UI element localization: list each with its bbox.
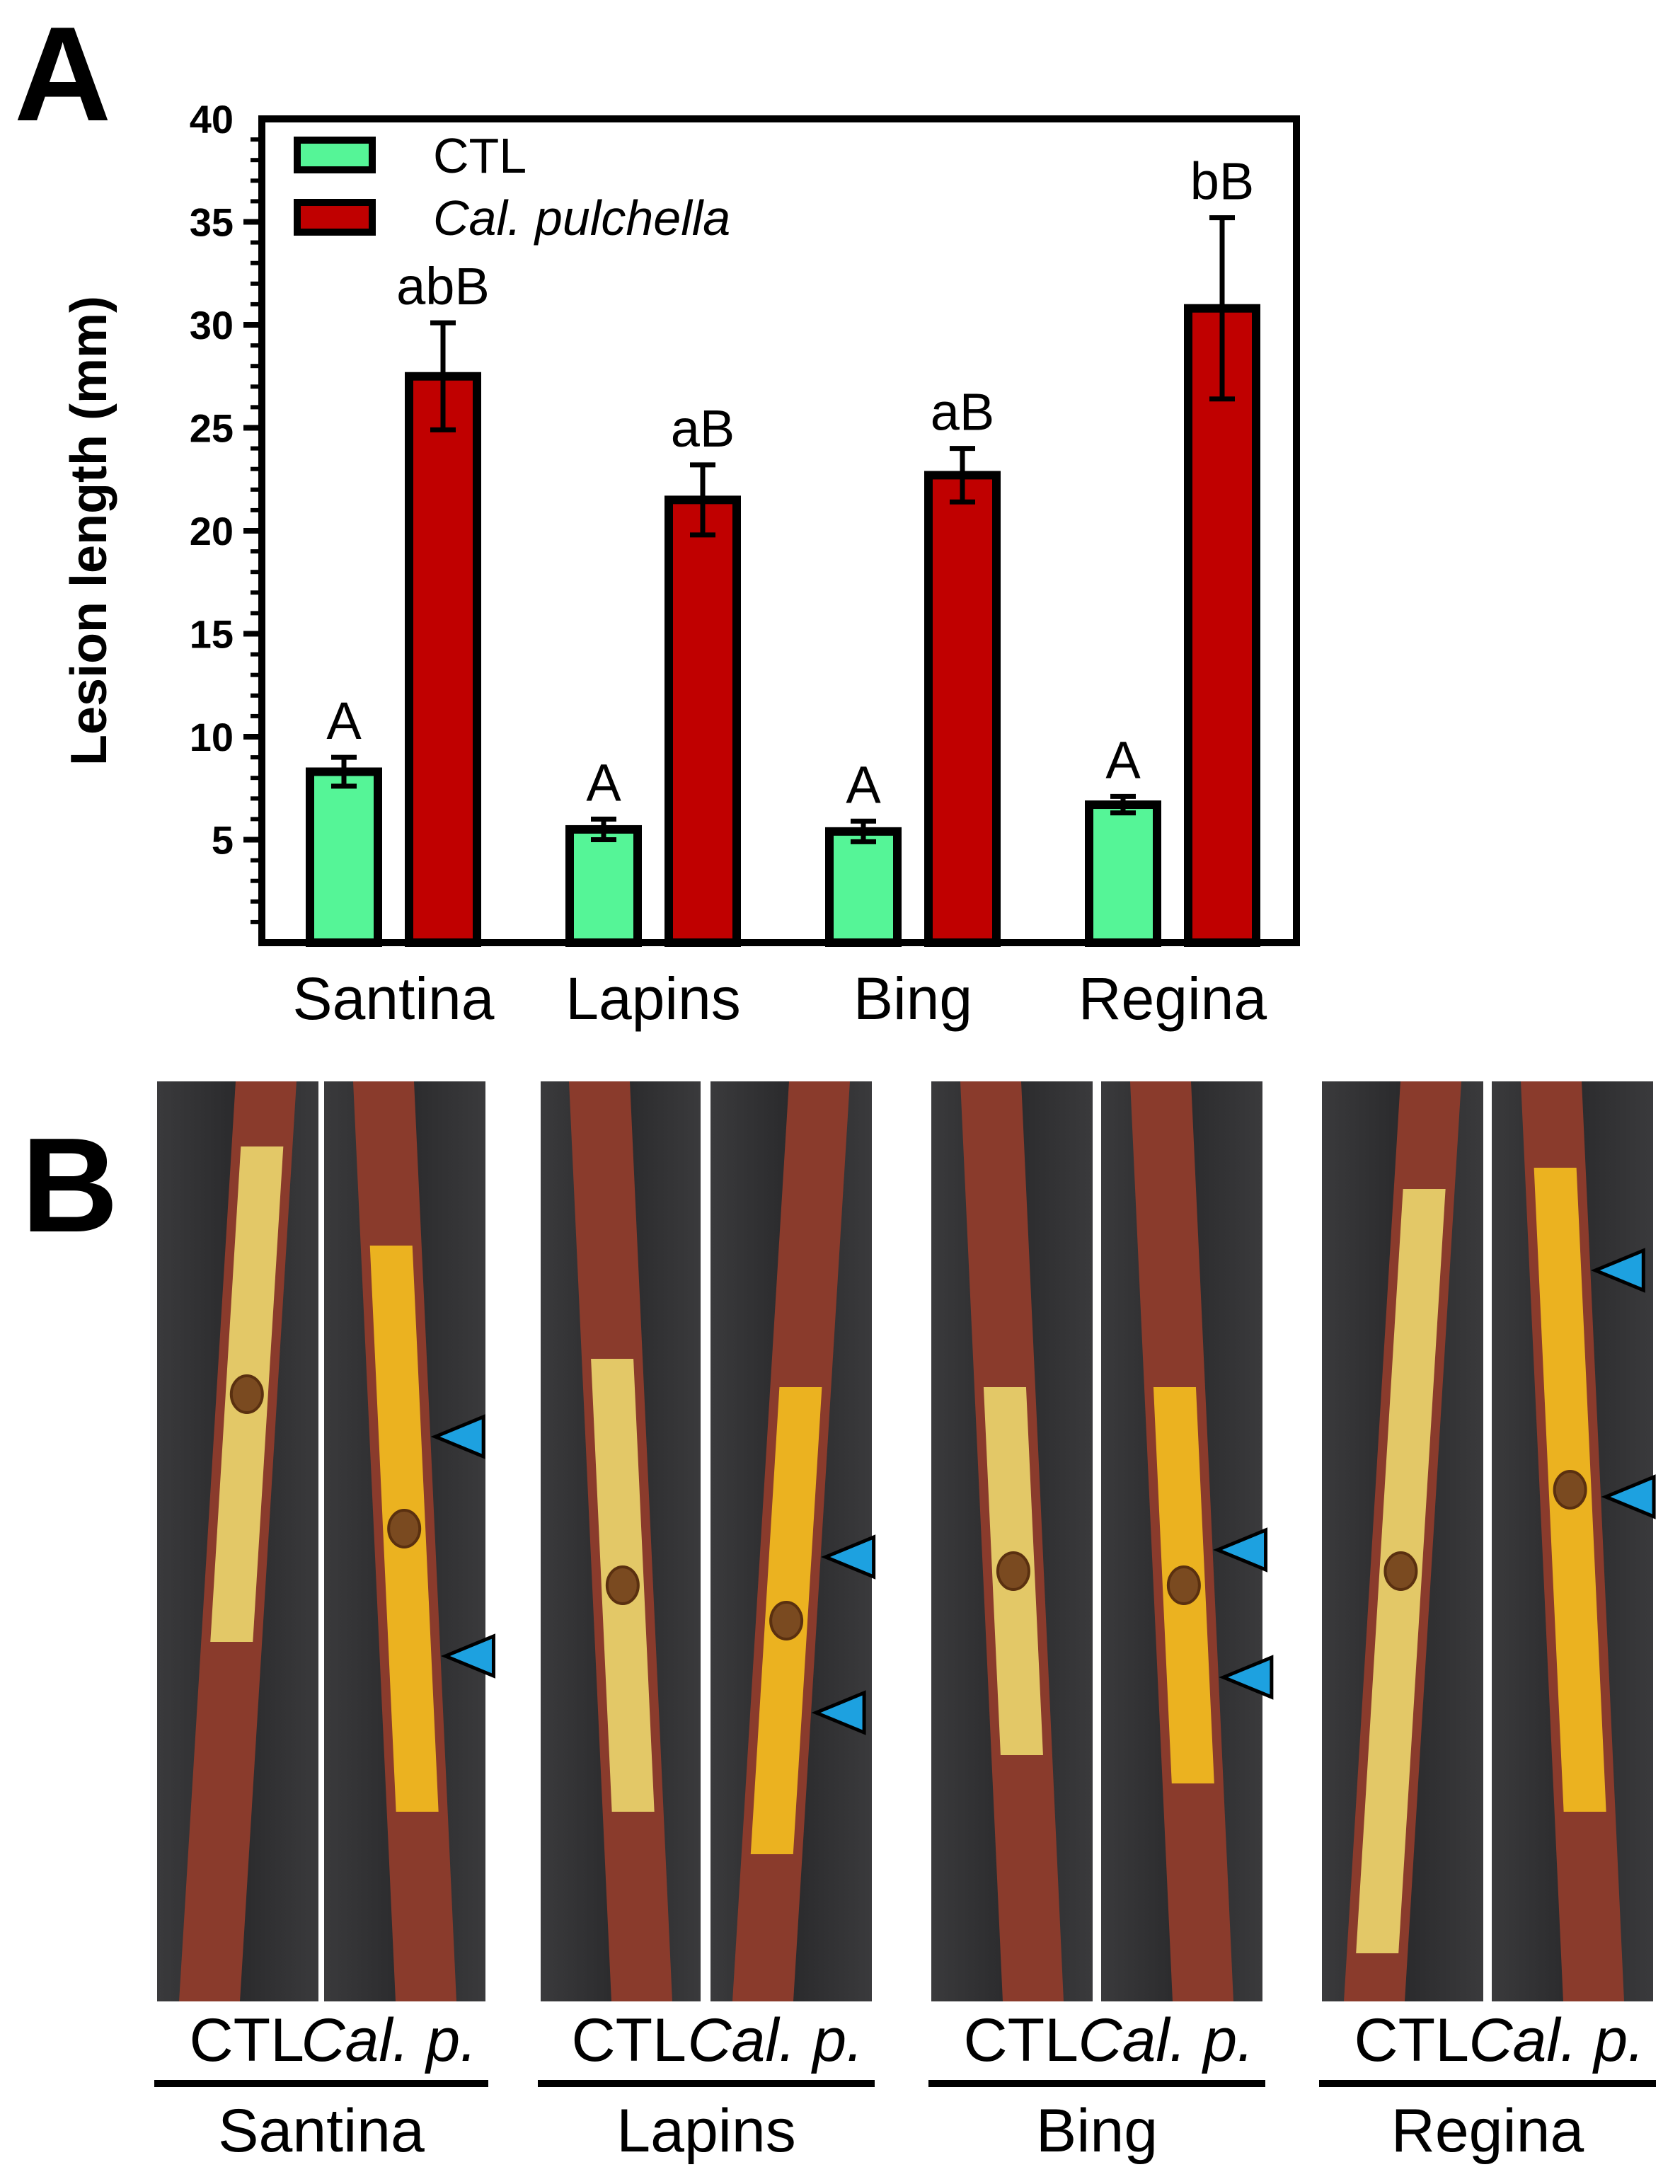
photo-label-ctl: CTL xyxy=(964,2006,1078,2074)
y-tick-label: 5 xyxy=(212,818,234,863)
blue-triangle-arrow-icon xyxy=(1601,1474,1656,1519)
cultivar-label: Bing xyxy=(1036,2097,1158,2165)
error-bar xyxy=(430,320,456,432)
y-axis-title: Lesion length (mm) xyxy=(61,296,117,766)
significance-label: aB xyxy=(671,399,735,458)
significance-label: A xyxy=(586,753,621,812)
significance-label: A xyxy=(1105,730,1141,789)
bar-cal-pulchella-regina xyxy=(1184,304,1260,948)
bud-icon xyxy=(769,1601,804,1640)
x-category-label: Regina xyxy=(1078,965,1267,1032)
y-tick-label: 25 xyxy=(190,406,234,451)
bar-ctl-regina xyxy=(1085,800,1161,948)
panel-b-letter: B xyxy=(21,1110,118,1260)
significance-label: aB xyxy=(931,383,995,442)
blue-triangle-arrow-icon xyxy=(1219,1655,1274,1700)
blue-triangle-arrow-icon xyxy=(430,1414,485,1459)
legend-swatch xyxy=(294,199,376,236)
legend-label: CTL xyxy=(433,128,527,183)
x-category-label: Santina xyxy=(293,965,495,1032)
significance-label: A xyxy=(326,691,362,750)
bar-ctl-santina xyxy=(306,767,382,947)
error-bar xyxy=(331,754,357,789)
error-bar xyxy=(851,818,876,844)
stem-photo-bing-ctl xyxy=(931,1081,1093,2001)
photo-label-cal-p: Cal. p. xyxy=(1078,2006,1254,2074)
y-tick-label: 30 xyxy=(190,303,234,347)
error-bar xyxy=(591,816,616,842)
error-bar xyxy=(1110,793,1136,816)
bud-icon xyxy=(1553,1470,1587,1510)
bud-icon xyxy=(996,1551,1030,1591)
bar-cal-pulchella-bing xyxy=(924,471,1001,947)
photo-label-cal-p: Cal. p. xyxy=(301,2006,477,2074)
cultivar-label: Santina xyxy=(218,2097,425,2165)
significance-label: bB xyxy=(1190,152,1255,211)
stem-photo-regina-ctl xyxy=(1322,1081,1483,2001)
cultivar-label: Regina xyxy=(1391,2097,1584,2165)
stem-photo-lapins-ctl xyxy=(541,1081,701,2001)
stem-photo-lapins-cal-p xyxy=(710,1081,876,2001)
bud-icon xyxy=(1383,1551,1418,1591)
blue-triangle-arrow-icon xyxy=(440,1633,495,1679)
error-bar xyxy=(1209,215,1235,402)
y-tick-label: 35 xyxy=(190,200,234,245)
y-axis: 5 10 15 20 25 30 35 40 xyxy=(190,97,262,924)
legend: CTL Cal. pulchella xyxy=(294,128,730,246)
blue-triangle-arrow-icon xyxy=(821,1534,876,1580)
y-tick-label: 20 xyxy=(190,509,234,553)
bar-ctl-lapins xyxy=(565,824,642,947)
bud-icon xyxy=(1166,1565,1201,1605)
photo-label-cal-p: Cal. p. xyxy=(1468,2006,1645,2074)
legend-label: Cal. pulchella xyxy=(433,190,730,246)
legend-swatch xyxy=(294,137,376,173)
y-tick-label: 15 xyxy=(190,612,234,657)
y-tick-label: 40 xyxy=(190,97,234,142)
x-category-label: Lapins xyxy=(565,965,741,1032)
error-bar xyxy=(690,462,715,538)
bud-icon xyxy=(229,1374,264,1414)
photo-label-ctl: CTL xyxy=(572,2006,686,2074)
bar-cal-pulchella-lapins xyxy=(664,495,741,947)
x-category-label: Bing xyxy=(853,965,972,1032)
error-bar xyxy=(950,446,975,505)
bud-icon xyxy=(605,1565,640,1605)
significance-label: abB xyxy=(396,257,490,316)
stem-photo-regina-cal-p xyxy=(1492,1081,1656,2001)
blue-triangle-arrow-icon xyxy=(811,1690,866,1735)
bud-icon xyxy=(387,1509,422,1548)
photo-label-ctl: CTL xyxy=(190,2006,304,2074)
blue-triangle-arrow-icon xyxy=(1212,1527,1268,1573)
cultivar-label: Lapins xyxy=(616,2097,795,2165)
y-tick-label: 10 xyxy=(190,715,234,759)
photo-label-cal-p: Cal. p. xyxy=(687,2006,863,2074)
bar-ctl-bing xyxy=(825,827,902,947)
blue-triangle-arrow-icon xyxy=(1590,1248,1645,1293)
stem-photo-santina-ctl xyxy=(157,1081,318,2001)
panel-a-letter: A xyxy=(14,0,111,149)
photo-label-ctl: CTL xyxy=(1354,2006,1469,2074)
bar-cal-pulchella-santina xyxy=(405,372,481,947)
significance-label: A xyxy=(846,755,881,814)
stem-photo-bing-cal-p xyxy=(1101,1081,1274,2001)
stem-photo-santina-cal-p xyxy=(324,1081,495,2001)
